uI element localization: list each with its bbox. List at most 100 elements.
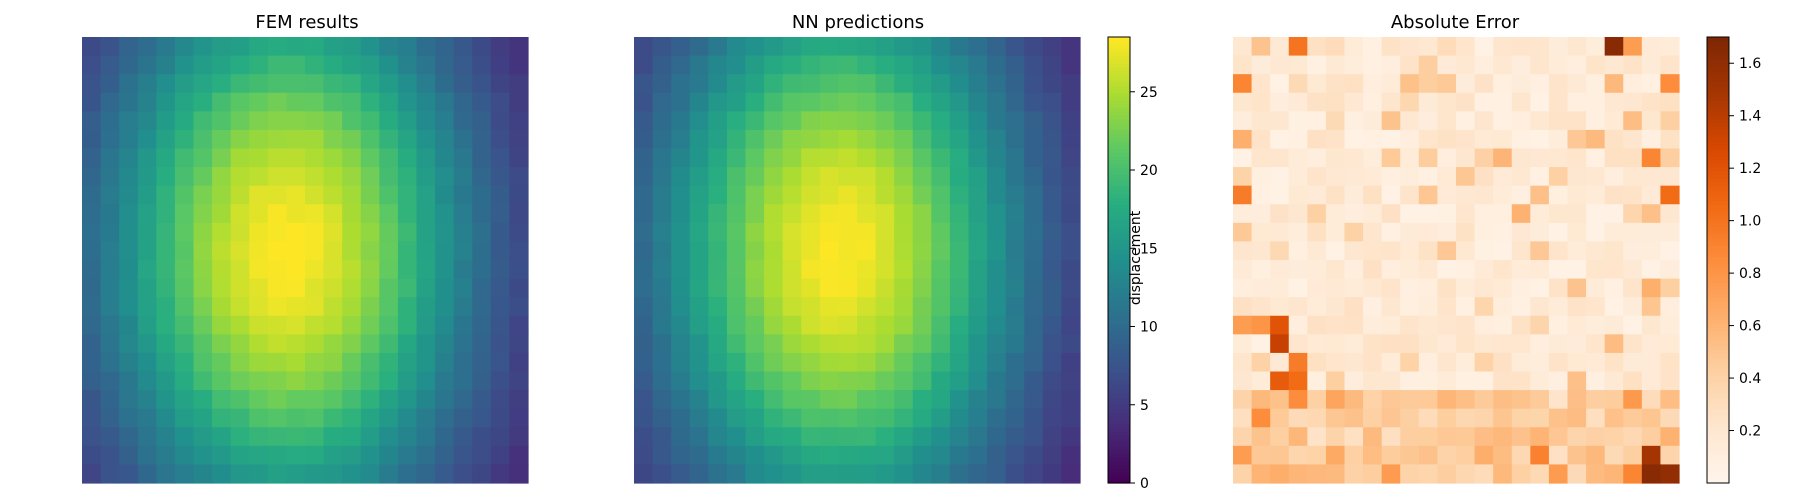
heatmap-cell	[671, 92, 691, 112]
heatmap-cell	[286, 315, 306, 335]
heatmap-cell	[1586, 37, 1606, 57]
heatmap-cell	[912, 167, 932, 187]
heatmap-cell	[894, 55, 914, 75]
heatmap-cell	[323, 92, 343, 112]
heatmap-cell	[912, 260, 932, 280]
heatmap-cell	[689, 352, 709, 373]
heatmap-cell	[230, 204, 250, 224]
heatmap-cell	[1061, 464, 1081, 484]
colorbar-segment	[1707, 475, 1729, 480]
colorbar-segment	[1707, 40, 1729, 46]
heatmap-cell	[1530, 185, 1550, 205]
colorbar-segment	[1108, 122, 1130, 127]
heatmap-cell	[397, 55, 418, 75]
heatmap-cell	[838, 260, 858, 280]
heatmap-cell	[857, 278, 877, 298]
heatmap-cell	[174, 445, 195, 466]
heatmap-cell	[745, 315, 765, 335]
colorbar-segment	[1707, 471, 1729, 477]
heatmap-cell	[1418, 111, 1439, 131]
heatmap-cell	[1061, 371, 1081, 391]
colorbar-segment	[1707, 115, 1729, 120]
heatmap-cell	[212, 37, 232, 57]
heatmap-cell	[119, 278, 139, 298]
heatmap-cell	[875, 185, 895, 205]
heatmap-cell	[838, 352, 858, 373]
heatmap-cell	[1288, 148, 1308, 168]
colorbar-segment	[1108, 137, 1130, 142]
colorbar-tick-label: 0.6	[1739, 319, 1761, 335]
heatmap-cell	[931, 371, 951, 391]
heatmap-cell	[435, 222, 455, 243]
heatmap-cell	[82, 222, 102, 243]
heatmap-cell	[1641, 352, 1662, 373]
heatmap-cell	[1604, 315, 1624, 335]
heatmap-cell	[1005, 55, 1025, 75]
heatmap-cell	[1511, 390, 1531, 410]
heatmap-cell	[838, 129, 858, 150]
heatmap-cell	[1530, 222, 1550, 243]
heatmap-cell	[342, 427, 362, 447]
heatmap-fem-results	[82, 37, 529, 484]
heatmap-cell	[1604, 352, 1624, 373]
heatmap-cell	[286, 167, 306, 187]
heatmap-cell	[1381, 297, 1401, 317]
heatmap-cell	[1567, 222, 1587, 243]
heatmap-cell	[1381, 390, 1401, 410]
heatmap-cell	[1530, 390, 1550, 410]
heatmap-cell	[360, 278, 380, 298]
heatmap-cell	[509, 352, 529, 373]
heatmap-cell	[1511, 74, 1531, 94]
heatmap-cell	[323, 278, 343, 298]
heatmap-cell	[230, 185, 250, 205]
heatmap-cell	[100, 334, 120, 354]
heatmap-cell	[1586, 315, 1606, 335]
heatmap-cell	[1604, 37, 1624, 57]
heatmap-cell	[912, 222, 932, 243]
heatmap-cell	[1288, 390, 1308, 410]
heatmap-cell	[1456, 241, 1476, 261]
heatmap-cell	[634, 148, 654, 168]
heatmap-cell	[912, 464, 932, 484]
heatmap-cell	[212, 55, 232, 75]
heatmap-cell	[342, 148, 362, 168]
heatmap-cell	[249, 352, 269, 373]
heatmap-cell	[949, 129, 970, 150]
heatmap-cell	[249, 464, 269, 484]
heatmap-cell	[671, 427, 691, 447]
heatmap-cell	[1288, 111, 1308, 131]
heatmap-cell	[1005, 92, 1025, 112]
heatmap-cell	[987, 260, 1007, 280]
heatmap-cell	[490, 185, 511, 205]
colorbar-segment	[1707, 404, 1729, 410]
heatmap-cell	[490, 352, 511, 373]
heatmap-cell	[286, 445, 306, 466]
heatmap-cell	[671, 334, 691, 354]
heatmap-cell	[1641, 55, 1662, 75]
heatmap-cell	[1548, 92, 1569, 112]
colorbar-segment	[1707, 185, 1729, 190]
heatmap-cell	[174, 204, 195, 224]
heatmap-cell	[267, 427, 288, 447]
heatmap-cell	[1511, 241, 1531, 261]
heatmap-cell	[137, 111, 157, 131]
heatmap-cell	[1586, 352, 1606, 373]
heatmap-cell	[305, 297, 325, 317]
colorbar-segment	[1707, 77, 1729, 83]
heatmap-cell	[156, 204, 176, 224]
heatmap-cell	[1042, 390, 1063, 410]
heatmap-cell	[1400, 148, 1420, 168]
heatmap-cell	[1381, 37, 1401, 57]
heatmap-cell	[782, 37, 802, 57]
heatmap-cell	[490, 241, 511, 261]
heatmap-cell	[435, 464, 455, 484]
heatmap-cell	[894, 222, 914, 243]
heatmap-cell	[1344, 297, 1364, 317]
heatmap-cell	[305, 111, 325, 131]
heatmap-cell	[1005, 464, 1025, 484]
heatmap-cell	[416, 167, 436, 187]
heatmap-cell	[1474, 260, 1494, 280]
heatmap-cell	[838, 408, 858, 428]
heatmap-cell	[968, 185, 988, 205]
colorbar-displacement-label: displacement	[1128, 210, 1144, 305]
